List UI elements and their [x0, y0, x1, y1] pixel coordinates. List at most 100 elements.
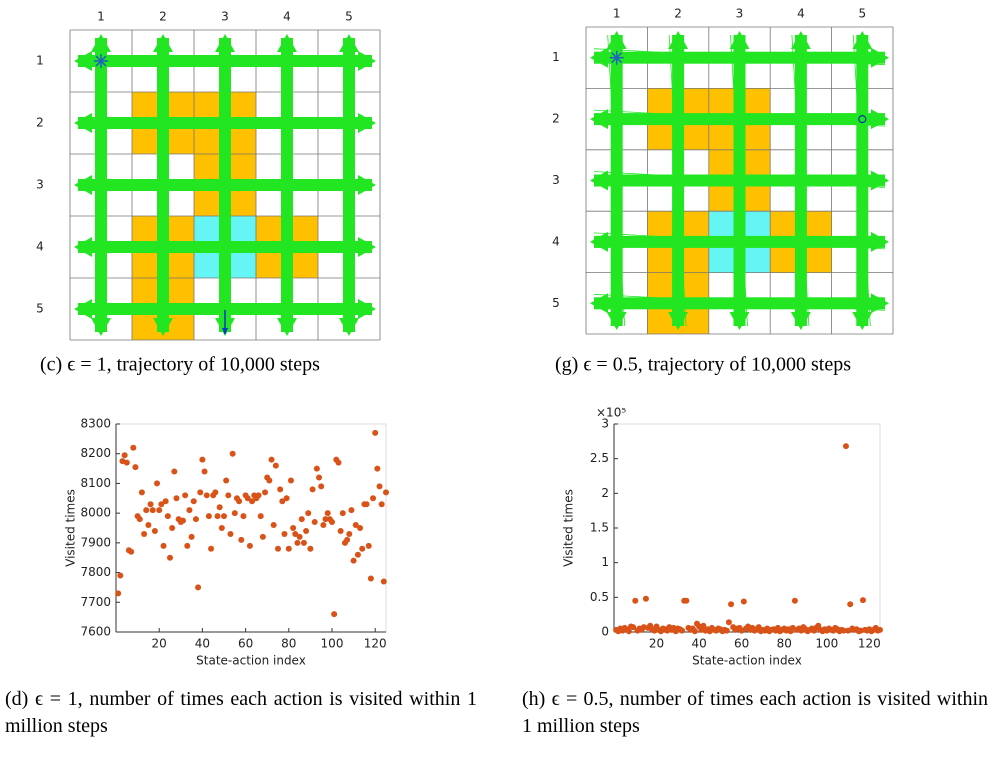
- data-point: [632, 597, 639, 604]
- trajectory: [281, 38, 293, 332]
- trajectory: [78, 303, 372, 315]
- trajectory: [791, 34, 810, 327]
- data-point: [145, 522, 152, 529]
- data-point: [156, 507, 163, 514]
- data-point: [842, 443, 849, 450]
- trajectory: [730, 34, 748, 327]
- y-tick-label: 2: [601, 486, 609, 500]
- row-label: 1: [552, 50, 560, 64]
- data-point: [173, 495, 180, 502]
- data-point: [205, 513, 212, 520]
- data-point: [270, 522, 277, 529]
- data-point: [151, 527, 158, 534]
- data-point: [236, 498, 243, 505]
- data-point: [169, 525, 176, 531]
- caption: (c) ϵ = 1, trajectory of 10,000 steps: [40, 354, 320, 376]
- trajectory: [91, 34, 111, 52]
- data-point: [728, 601, 735, 608]
- trajectory: [74, 175, 92, 195]
- col-label: 5: [345, 10, 353, 24]
- trajectory: [794, 35, 807, 326]
- data-point: [275, 545, 281, 552]
- data-point: [223, 477, 230, 484]
- data-point: [115, 590, 122, 597]
- data-point: [309, 486, 316, 493]
- trajectory: [606, 312, 627, 330]
- data-point: [285, 545, 292, 552]
- trajectory: [590, 47, 608, 68]
- data-point: [227, 530, 234, 537]
- data-point: [138, 489, 145, 496]
- data-point: [141, 530, 148, 537]
- data-point: [346, 530, 353, 537]
- caption: (d) ϵ = 1, number of times each action i…: [5, 688, 477, 737]
- data-point: [279, 498, 286, 505]
- y-multiplier: ×10⁵: [596, 406, 626, 420]
- x-axis-label: State-action index: [196, 654, 306, 668]
- data-point: [218, 525, 225, 531]
- start-marker: [95, 55, 107, 67]
- end-marker: [858, 114, 867, 124]
- data-point: [143, 507, 150, 514]
- x-tick-label: 60: [734, 637, 749, 651]
- x-tick-label: 20: [649, 637, 664, 651]
- data-point: [199, 456, 206, 463]
- data-point: [203, 492, 210, 499]
- y-tick-label: 7700: [80, 595, 111, 609]
- data-point: [367, 575, 374, 582]
- data-point: [380, 578, 387, 585]
- data-point: [240, 513, 247, 520]
- x-tick-label: 120: [858, 637, 881, 651]
- data-point: [337, 527, 344, 534]
- data-point: [374, 465, 381, 472]
- col-label: 1: [97, 10, 105, 24]
- trajectory: [856, 35, 869, 326]
- data-point: [158, 501, 165, 508]
- data-point: [225, 492, 232, 499]
- data-point: [197, 489, 204, 496]
- trajectory: [790, 312, 811, 330]
- data-point: [195, 584, 202, 591]
- x-tick-label: 100: [321, 637, 344, 651]
- trajectory: [215, 34, 235, 52]
- data-point: [277, 486, 284, 493]
- trajectory: [590, 293, 608, 314]
- data-point: [249, 498, 256, 505]
- col-label: 4: [283, 10, 291, 24]
- data-point: [292, 530, 299, 537]
- data-point: [182, 492, 189, 499]
- data-point: [307, 545, 314, 552]
- trajectory: [339, 318, 359, 336]
- trajectory: [593, 232, 886, 250]
- y-tick-label: 1: [601, 555, 609, 569]
- col-label: 2: [159, 10, 167, 24]
- data-point: [679, 627, 686, 634]
- data-point: [171, 468, 178, 475]
- trajectory: [606, 31, 627, 49]
- data-point: [625, 628, 632, 635]
- y-tick-label: 8300: [80, 417, 111, 431]
- col-label: 3: [736, 7, 744, 21]
- data-point: [877, 626, 883, 633]
- data-point: [216, 504, 223, 511]
- data-point: [179, 517, 186, 524]
- data-point: [357, 525, 364, 531]
- data-point: [221, 513, 227, 520]
- data-point: [190, 498, 197, 505]
- trajectory: [668, 31, 689, 49]
- trajectory: [790, 31, 811, 49]
- y-axis-label: Visited times: [64, 489, 78, 567]
- trajectory: [729, 31, 750, 49]
- data-point: [683, 597, 690, 604]
- data-point: [691, 628, 698, 635]
- data-point: [246, 542, 253, 549]
- data-point: [372, 429, 379, 436]
- plot-area: [613, 423, 881, 633]
- trajectory: [358, 51, 376, 71]
- data-point: [266, 477, 273, 484]
- data-point: [154, 480, 161, 487]
- y-tick-label: 7900: [80, 535, 111, 549]
- data-point: [723, 627, 730, 634]
- data-point: [630, 624, 637, 631]
- caption: (h) ϵ = 0.5, number of times each action…: [522, 688, 988, 737]
